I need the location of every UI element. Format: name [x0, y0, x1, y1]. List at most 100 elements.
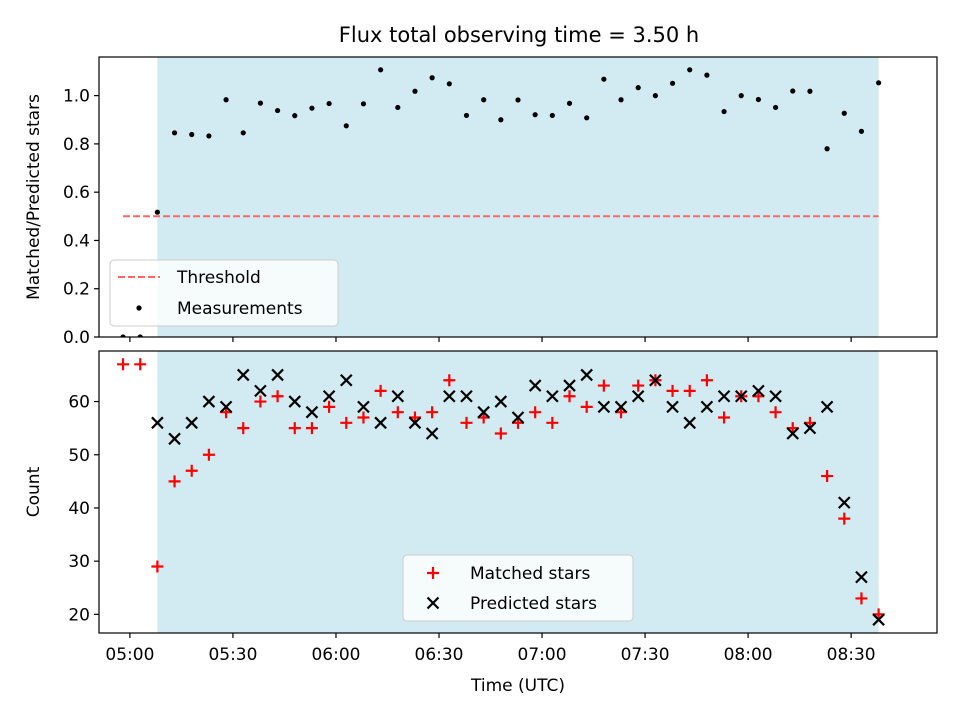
legend-measurement-swatch: [136, 305, 142, 311]
bottom-plot-area: [117, 358, 885, 626]
series-predicted-stars: [151, 368, 885, 626]
matched-star-point: [305, 422, 318, 435]
predicted-star-point: [649, 373, 662, 387]
matched-star-point: [391, 406, 404, 419]
top-y-tick-label: 0.4: [63, 231, 90, 251]
predicted-star-point: [477, 405, 490, 419]
predicted-star-point: [614, 400, 628, 414]
predicted-star-point: [872, 613, 885, 626]
predicted-star-point: [803, 421, 817, 435]
measurement-point: [618, 97, 624, 103]
measurement-point: [120, 334, 126, 337]
matched-star-point: [271, 390, 284, 403]
measurement-point: [790, 88, 796, 94]
matched-star-point: [666, 384, 679, 397]
top-y-axis-label: Matched/Predicted stars: [24, 94, 44, 300]
matched-star-point: [168, 475, 181, 488]
matched-star-point: [855, 592, 868, 605]
x-axis-label: Time (UTC): [470, 676, 565, 696]
chart-title: Flux total observing time = 3.50 h: [339, 23, 699, 47]
measurement-point: [171, 130, 178, 136]
matched-star-point: [546, 416, 559, 429]
measurement-point: [257, 100, 264, 106]
x-tick-label: 07:00: [518, 645, 567, 665]
predicted-star-point: [357, 400, 370, 414]
matched-star-point: [718, 411, 731, 424]
predicted-star-point: [322, 389, 336, 403]
predicted-star-point: [391, 389, 405, 403]
predicted-star-point: [717, 389, 731, 403]
bottom-y-tick-label: 60: [68, 393, 90, 413]
matched-star-point: [443, 374, 456, 387]
measurement-point: [721, 108, 727, 115]
x-tick-label: 05:00: [105, 645, 154, 665]
matched-star-point: [597, 379, 610, 392]
x-tick-label: 07:30: [621, 645, 670, 665]
predicted-star-point: [408, 416, 422, 430]
x-tick-label: 08:00: [724, 645, 773, 665]
matched-star-point: [426, 406, 439, 419]
x-tick-label: 06:30: [415, 645, 464, 665]
bottom-legend: Matched stars Predicted stars: [402, 554, 634, 622]
bottom-y-tick-label: 50: [68, 446, 90, 466]
predicted-star-point: [494, 395, 508, 408]
series-measurements: [120, 67, 882, 337]
measurement-point: [635, 85, 641, 91]
predicted-star-point: [820, 400, 834, 414]
top-axes-frame: [98, 56, 938, 338]
top-y-tick-label: 0.2: [63, 280, 90, 300]
predicted-star-point: [425, 427, 439, 440]
x-tick-label: 06:00: [311, 645, 360, 665]
matched-star-point: [374, 384, 387, 397]
measurement-point: [395, 104, 401, 111]
bottom-panel: 20 30 40 50 60 05:00 05:30 06:00 06:30 07:00 07:30…: [24, 350, 938, 696]
measurement-point: [652, 93, 658, 99]
predicted-star-point: [666, 400, 679, 414]
matched-star-point: [185, 464, 198, 477]
matched-star-point: [340, 416, 353, 429]
matched-star-point: [494, 427, 507, 440]
measurement-point: [549, 112, 555, 119]
matched-star-point: [288, 422, 301, 435]
predicted-star-point: [837, 496, 851, 509]
measurement-point: [154, 209, 160, 215]
matched-star-point: [151, 560, 164, 573]
measurement-point: [274, 107, 281, 114]
predicted-star-point: [288, 395, 302, 408]
series-matched-stars: [117, 358, 885, 621]
matched-star-point: [134, 358, 147, 371]
measurement-point: [532, 112, 538, 118]
measurement-point: [841, 110, 847, 116]
matched-star-point: [632, 379, 645, 392]
predicted-star-point: [734, 389, 748, 403]
top-y-tick-label: 0.6: [63, 183, 90, 203]
matched-star-point: [838, 512, 851, 525]
measurement-point: [876, 80, 882, 86]
matched-star-point: [254, 395, 267, 408]
legend-predicted-label: Predicted stars: [470, 594, 597, 614]
matched-star-point: [563, 390, 576, 403]
legend-predicted-swatch: [426, 596, 440, 610]
predicted-star-point: [168, 432, 181, 446]
measurement-point: [498, 117, 504, 123]
measurement-point: [206, 133, 212, 139]
predicted-star-point: [752, 384, 765, 398]
predicted-star-point: [597, 400, 611, 414]
measurement-point: [446, 81, 452, 87]
measurement-point: [601, 76, 607, 82]
bottom-y-axis-label: Count: [24, 466, 44, 517]
matched-star-point: [700, 374, 713, 387]
predicted-star-point: [769, 389, 782, 403]
bottom-y-tick-label: 20: [68, 605, 90, 625]
measurement-point: [292, 113, 298, 119]
top-y-tick-label: 1.0: [63, 87, 90, 107]
predicted-star-point: [511, 411, 525, 424]
measurement-point: [429, 75, 435, 81]
predicted-star-point: [631, 389, 645, 403]
predicted-star-point: [700, 400, 714, 414]
predicted-star-point: [580, 368, 593, 382]
measurement-point: [738, 93, 744, 99]
predicted-star-point: [219, 400, 233, 414]
bottom-axes-frame: [98, 350, 938, 634]
x-tick-label: 08:30: [827, 645, 876, 665]
